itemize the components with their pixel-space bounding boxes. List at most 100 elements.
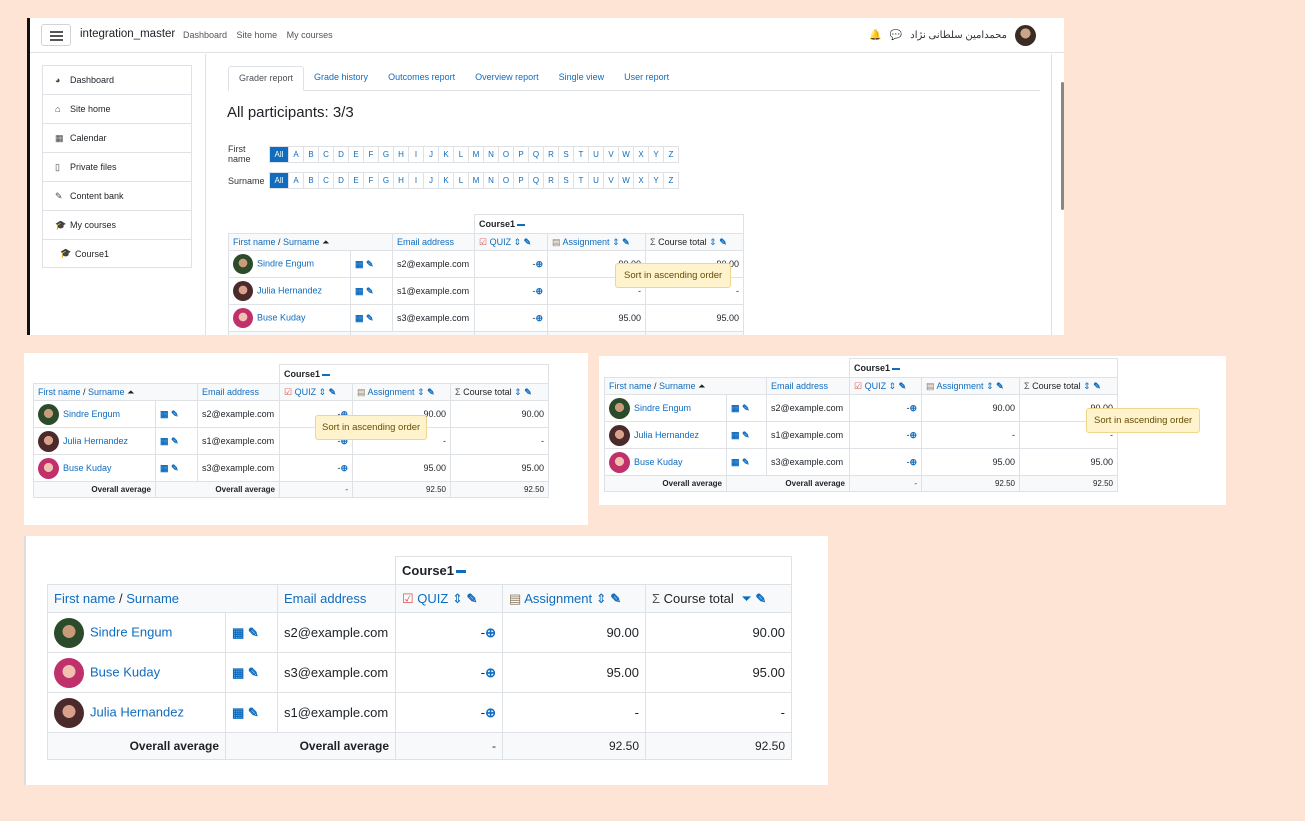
filter-letter-h[interactable]: H [393,145,409,163]
grade-table-icon[interactable]: ▦ [232,664,245,680]
sidebar-item-my-courses[interactable]: 🎓 My courses [42,210,192,239]
tab-outcomes-report[interactable]: Outcomes report [388,72,456,82]
student-name-link[interactable]: Julia Hernandez [90,703,184,719]
hamburger-menu-button[interactable] [41,24,71,46]
filter-letter-a[interactable]: A [288,145,304,163]
user-avatar[interactable] [1015,25,1036,46]
grade-table-icon[interactable]: ▦ [731,429,740,440]
student-avatar[interactable] [609,424,630,446]
filter-letter-w[interactable]: W [618,145,634,163]
filter-letter-t[interactable]: T [573,145,589,163]
course-name[interactable]: Course1 [402,563,455,578]
user-name[interactable]: محمدامین سلطانی نژاد [910,30,1007,41]
edit-pencil-icon[interactable]: ✎ [898,380,907,391]
sort-surname-link[interactable]: Surname [88,386,125,397]
student-name-link[interactable]: Sindre Engum [257,258,315,269]
filter-letter-x[interactable]: X [633,172,649,189]
sort-icon[interactable]: ⇕ [451,590,463,606]
edit-pencil-icon[interactable]: ✎ [427,386,435,397]
collapse-minus-icon[interactable] [456,570,467,574]
zoom-search-icon[interactable]: ⊕ [909,429,917,440]
filter-letter-z[interactable]: Z [663,172,679,189]
edit-pencil-icon[interactable]: ✎ [622,236,630,247]
sidebar-item-private-files[interactable]: ▯ Private files [42,152,192,181]
grade-table-icon[interactable]: ▦ [160,435,169,446]
site-brand[interactable]: integration_master [80,28,176,40]
sort-asc-icon[interactable]: ⏶ [127,386,135,397]
zoom-search-icon[interactable]: ⊕ [535,258,543,269]
tab-single-view[interactable]: Single view [558,72,605,82]
student-name-link[interactable]: Julia Hernandez [257,285,323,296]
student-name-link[interactable]: Buse Kuday [90,663,161,679]
sidebar-item-content-bank[interactable]: ✎ Content bank [42,181,192,210]
collapse-minus-icon[interactable] [892,367,901,370]
student-avatar[interactable] [38,403,59,425]
sort-desc-icon[interactable]: ⏷ [741,590,752,606]
filter-letter-r[interactable]: R [543,145,559,163]
sidebar-item-site-home[interactable]: ⌂ Site home [42,94,192,123]
grade-table-icon[interactable]: ▦ [232,704,245,720]
student-avatar[interactable] [54,657,84,688]
sort-first-name-link[interactable]: First name [609,380,652,391]
zoom-search-icon[interactable]: ⊕ [485,624,496,640]
sort-first-name-link[interactable]: First name [54,591,116,606]
quiz-column-link[interactable]: QUIZ [417,590,449,606]
course-total-label[interactable]: Course total [463,386,512,397]
sort-icon[interactable]: ⇕ [888,380,897,391]
sidebar-item-course1[interactable]: 🎓 Course1 [42,239,192,268]
filter-letter-s[interactable]: S [558,172,574,189]
zoom-search-icon[interactable]: ⊕ [485,664,496,680]
edit-pencil-icon[interactable]: ✎ [247,624,259,640]
edit-pencil-icon[interactable]: ✎ [366,285,374,296]
sort-icon[interactable]: ⇕ [417,386,425,397]
tab-user-report[interactable]: User report [624,72,670,82]
filter-letter-r[interactable]: R [543,172,559,189]
filter-all-button[interactable]: All [269,172,289,189]
assignment-column-link[interactable]: Assignment [524,590,593,606]
student-name-link[interactable]: Buse Kuday [63,462,112,473]
course-name[interactable]: Course1 [284,369,321,379]
zoom-search-icon[interactable]: ⊕ [340,408,348,419]
edit-pencil-icon[interactable]: ✎ [755,590,767,606]
sort-icon[interactable]: ⇕ [1083,380,1091,391]
filter-letter-z[interactable]: Z [663,145,679,163]
sidebar-item-dashboard[interactable]: ◕ Dashboard [42,65,192,94]
grade-table-icon[interactable]: ▦ [731,456,740,467]
course-total-label[interactable]: Course total [658,236,707,247]
filter-letter-m[interactable]: M [468,172,484,189]
filter-letter-b[interactable]: B [303,145,319,163]
sort-asc-icon[interactable]: ⏶ [698,380,706,391]
sort-email-link[interactable]: Email address [397,237,455,247]
edit-pencil-icon[interactable]: ✎ [171,435,179,446]
sort-email-link[interactable]: Email address [284,591,367,606]
grade-table-icon[interactable]: ▦ [355,285,364,296]
filter-letter-h[interactable]: H [393,172,409,189]
edit-pencil-icon[interactable]: ✎ [466,590,478,606]
edit-pencil-icon[interactable]: ✎ [366,312,374,323]
filter-letter-n[interactable]: N [483,145,499,163]
scrollbar[interactable] [1061,82,1064,210]
edit-pencil-icon[interactable]: ✎ [996,380,1004,391]
filter-letter-q[interactable]: Q [528,172,544,189]
assignment-column-link[interactable]: Assignment [367,386,415,397]
filter-letter-q[interactable]: Q [528,145,544,163]
sort-icon[interactable]: ⇕ [595,590,607,606]
filter-letter-d[interactable]: D [333,172,349,189]
student-avatar[interactable] [233,281,253,301]
filter-all-button[interactable]: All [269,145,289,163]
course-total-label[interactable]: Course total [1032,380,1081,391]
filter-letter-i[interactable]: I [408,145,424,163]
course-name[interactable]: Course1 [854,363,891,373]
edit-pencil-icon[interactable]: ✎ [247,664,259,680]
assignment-column-link[interactable]: Assignment [562,236,610,247]
filter-letter-u[interactable]: U [588,172,604,189]
sort-icon[interactable]: ⇕ [514,386,522,397]
student-name-link[interactable]: Julia Hernandez [63,435,129,446]
zoom-search-icon[interactable]: ⊕ [909,402,917,413]
student-avatar[interactable] [233,254,253,274]
assignment-column-link[interactable]: Assignment [936,380,984,391]
zoom-search-icon[interactable]: ⊕ [535,312,543,323]
grade-table-icon[interactable]: ▦ [160,408,169,419]
filter-letter-a[interactable]: A [288,172,304,189]
tab-overview-report[interactable]: Overview report [475,72,539,82]
